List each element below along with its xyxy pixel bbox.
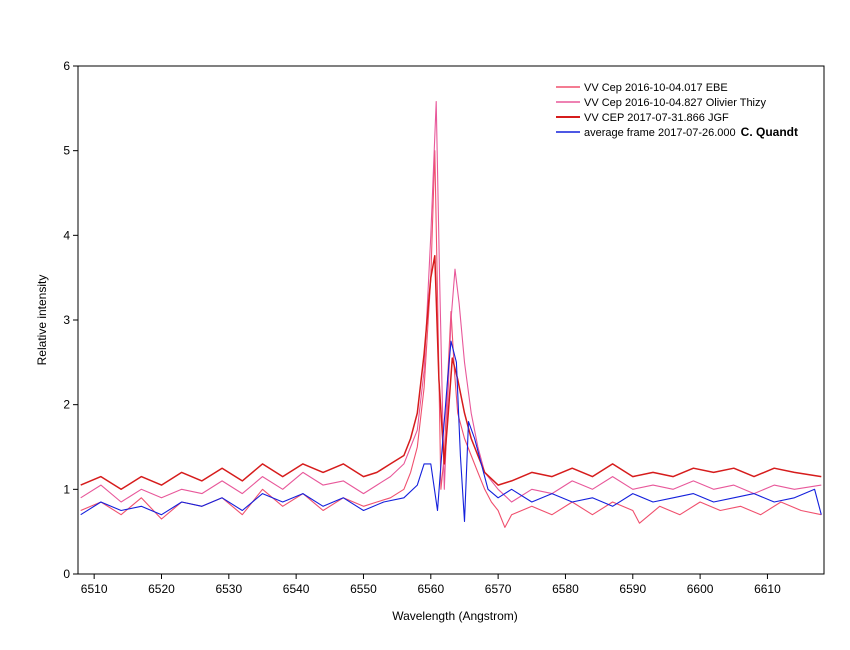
y-tick-label: 2 [63, 398, 70, 412]
series-line-4 [80, 340, 822, 523]
y-tick-label: 3 [63, 313, 70, 327]
x-tick-label: 6550 [350, 582, 377, 596]
y-axis-title: Relative intensity [35, 275, 49, 366]
y-tick-label: 6 [63, 59, 70, 73]
x-tick-label: 6580 [552, 582, 579, 596]
y-tick-label: 0 [63, 567, 70, 581]
series-line-2 [80, 101, 822, 503]
x-tick-label: 6560 [417, 582, 444, 596]
y-tick-label: 4 [63, 228, 70, 242]
x-tick-label: 6600 [687, 582, 714, 596]
y-tick-label: 5 [63, 144, 70, 158]
legend-author-label: C. Quandt [741, 125, 798, 139]
legend-label-1: VV Cep 2016-10-04.017 EBE [584, 82, 728, 94]
legend-label-3: VV CEP 2017-07-31.866 JGF [584, 112, 729, 124]
legend-label-2: VV Cep 2016-10-04.827 Olivier Thizy [584, 97, 767, 109]
x-tick-label: 6530 [215, 582, 242, 596]
x-axis-title: Wavelength (Angstrom) [392, 609, 518, 623]
x-tick-label: 6540 [283, 582, 310, 596]
x-tick-label: 6570 [485, 582, 512, 596]
x-tick-label: 6510 [81, 582, 108, 596]
x-tick-label: 6610 [754, 582, 781, 596]
y-tick-label: 1 [63, 482, 70, 496]
legend-label-4: average frame 2017-07-26.000 [584, 127, 736, 139]
x-tick-label: 6520 [148, 582, 175, 596]
series-line-1 [80, 150, 822, 528]
x-tick-label: 6590 [619, 582, 646, 596]
series-line-3 [80, 254, 822, 491]
